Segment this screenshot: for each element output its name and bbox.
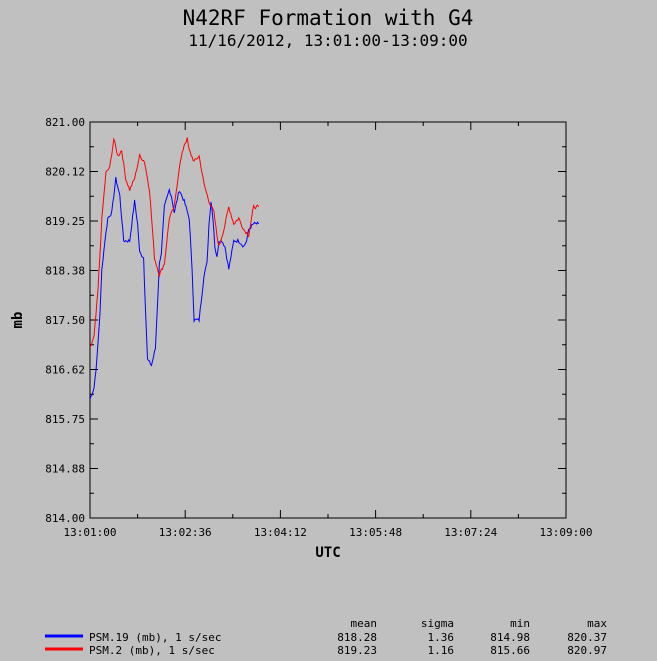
- x-axis: 13:01:00 13:02:36 13:04:12 13:05:48 13:07:24…: [64, 122, 593, 539]
- legend-label-psm2: PSM.2 (mb), 1 s/sec: [89, 644, 215, 657]
- stat-psm19-sigma: 1.36: [428, 631, 455, 644]
- stat-psm2-sigma: 1.16: [428, 644, 455, 657]
- plot-area: [89, 121, 567, 519]
- x-tick-label: 13:07:24: [444, 526, 497, 539]
- stats-header-sigma: sigma: [421, 617, 454, 630]
- x-tick-label: 13:04:12: [254, 526, 307, 539]
- x-axis-label: UTC: [315, 545, 340, 561]
- x-tick-label: 13:05:48: [349, 526, 402, 539]
- x-tick-label: 13:01:00: [64, 526, 117, 539]
- series-line-1: [90, 137, 260, 348]
- y-tick-label: 815.75: [45, 413, 85, 426]
- stats-header-mean: mean: [351, 617, 378, 630]
- stat-psm19-mean: 818.28: [337, 631, 377, 644]
- stat-psm19-max: 820.37: [567, 631, 607, 644]
- y-tick-label: 819.25: [45, 215, 85, 228]
- stats-header-min: min: [510, 617, 530, 630]
- legend: mean sigma min max PSM.19 (mb), 1 s/sec …: [45, 617, 607, 657]
- chart-subtitle: 11/16/2012, 13:01:00-13:09:00: [188, 31, 467, 50]
- series-layer: [90, 137, 260, 400]
- y-axis: 814.00 814.88 815.75 816.62 817.50 818.38 819.…: [45, 116, 566, 525]
- stat-psm2-mean: 819.23: [337, 644, 377, 657]
- legend-label-psm19: PSM.19 (mb), 1 s/sec: [89, 631, 221, 644]
- y-tick-label: 821.00: [45, 116, 85, 129]
- stats-header-max: max: [587, 617, 607, 630]
- x-tick-label: 13:09:00: [540, 526, 593, 539]
- y-tick-label: 820.12: [45, 166, 85, 179]
- y-axis-label: mb: [10, 312, 26, 329]
- series-line-0: [90, 176, 260, 400]
- y-tick-label: 814.88: [45, 463, 85, 476]
- y-tick-label: 814.00: [45, 512, 85, 525]
- stat-psm2-max: 820.97: [567, 644, 607, 657]
- stat-psm2-min: 815.66: [490, 644, 530, 657]
- y-tick-label: 818.38: [45, 265, 85, 278]
- x-tick-label: 13:02:36: [159, 526, 212, 539]
- chart-title: N42RF Formation with G4: [183, 6, 474, 30]
- y-tick-label: 816.62: [45, 364, 85, 377]
- stat-psm19-min: 814.98: [490, 631, 530, 644]
- y-tick-label: 817.50: [45, 314, 85, 327]
